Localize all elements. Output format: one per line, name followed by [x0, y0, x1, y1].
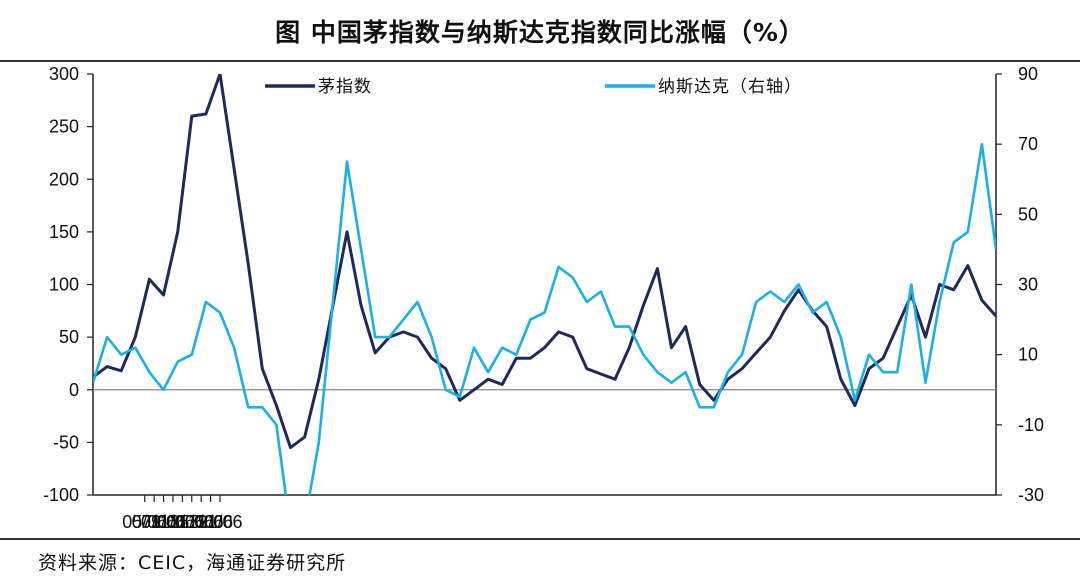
y-left-tick-label: 250 — [49, 117, 79, 137]
legend: 茅指数 纳斯达克（右轴） — [265, 77, 802, 97]
y-right-tick-label: 90 — [1018, 64, 1038, 84]
y-right-tick-label: -30 — [1018, 485, 1044, 505]
y-left-tick-label: 0 — [69, 380, 79, 400]
y-left-tick-label: -100 — [43, 485, 79, 505]
x-tick-label: 15/06 — [169, 512, 214, 532]
x-tick-label: 07/06 — [132, 512, 177, 532]
y-left-tick-label: 200 — [49, 169, 79, 189]
x-tick-label: 21/06 — [197, 512, 242, 532]
series-layer — [93, 74, 996, 495]
y-right-tick-label: 30 — [1018, 275, 1038, 295]
x-tick-label: 09/06 — [141, 512, 186, 532]
y-right-tick-label: 50 — [1018, 204, 1038, 224]
x-tick-label: 19/06 — [188, 512, 233, 532]
title-bar: 图 中国茅指数与纳斯达克指数同比涨幅（%） — [0, 0, 1080, 62]
y-left-tick-label: 300 — [49, 64, 79, 84]
y-left-tick-label: 150 — [49, 222, 79, 242]
source-note: 资料来源：CEIC，海通证券研究所 — [38, 552, 347, 574]
footer: 资料来源：CEIC，海通证券研究所 — [0, 538, 1080, 582]
line-chart: 300 250 200 150 100 50 0 -50 -100 90 70 50 30 10 -10 -3… — [43, 64, 1044, 532]
chart-title: 图 中国茅指数与纳斯达克指数同比涨幅（%） — [275, 18, 805, 47]
y-left-tick-label: 50 — [59, 327, 79, 347]
y-right-tick-label: 70 — [1018, 134, 1038, 154]
y-right-tick-label: 10 — [1018, 345, 1038, 365]
legend-label-nasdaq: 纳斯达克（右轴） — [658, 77, 802, 97]
x-tick-label: 17/06 — [179, 512, 224, 532]
y-right-tick-label: -10 — [1018, 415, 1044, 435]
legend-label-mao: 茅指数 — [318, 77, 372, 97]
x-tick-label: 05/06 — [122, 512, 167, 532]
series-line-nasdaq — [93, 142, 996, 495]
y-left-tick-label: -50 — [53, 432, 79, 452]
y-left-tick-label: 100 — [49, 275, 79, 295]
x-tick-label: 13/06 — [160, 512, 205, 532]
x-tick-label: 11/06 — [151, 512, 195, 532]
axes: 300 250 200 150 100 50 0 -50 -100 90 70 50 30 10 -10 -3… — [43, 64, 1044, 532]
series-line-mao — [93, 74, 996, 450]
